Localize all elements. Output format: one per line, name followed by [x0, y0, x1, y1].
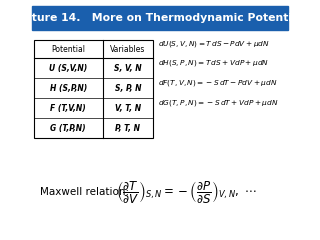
Text: $\left(\dfrac{\partial T}{\partial V}\right)_{S,N}= -\left(\dfrac{\partial P}{\p: $\left(\dfrac{\partial T}{\partial V}\ri… — [116, 179, 257, 205]
Text: H (S,P,N): H (S,P,N) — [50, 84, 87, 92]
Text: Potential: Potential — [51, 44, 85, 54]
Text: Variables: Variables — [110, 44, 146, 54]
Text: $dF(T,V,N) = -S\,dT - PdV + \mu dN$: $dF(T,V,N) = -S\,dT - PdV + \mu dN$ — [158, 78, 278, 88]
Text: G (T,P,N): G (T,P,N) — [50, 124, 86, 132]
Text: P, T, N: P, T, N — [116, 124, 140, 132]
Bar — [34, 40, 153, 138]
Text: $dG(T,P,N) = -S\,dT + VdP + \mu dN$: $dG(T,P,N) = -S\,dT + VdP + \mu dN$ — [158, 97, 279, 108]
Text: S, V, N: S, V, N — [114, 64, 142, 72]
Text: U (S,V,N): U (S,V,N) — [49, 64, 87, 72]
Text: F (T,V,N): F (T,V,N) — [50, 103, 86, 113]
Text: S, P, N: S, P, N — [115, 84, 141, 92]
Text: $dH(S,P,N) = T\,dS + VdP + \mu dN$: $dH(S,P,N) = T\,dS + VdP + \mu dN$ — [158, 59, 269, 68]
Text: Maxwell relation:: Maxwell relation: — [40, 187, 130, 197]
Text: Lecture 14.   More on Thermodynamic Potentials: Lecture 14. More on Thermodynamic Potent… — [11, 13, 309, 23]
FancyBboxPatch shape — [32, 6, 288, 30]
Text: $dU(S,V,N) = T\,dS - PdV + \mu dN$: $dU(S,V,N) = T\,dS - PdV + \mu dN$ — [158, 39, 270, 49]
Text: V, T, N: V, T, N — [115, 103, 141, 113]
